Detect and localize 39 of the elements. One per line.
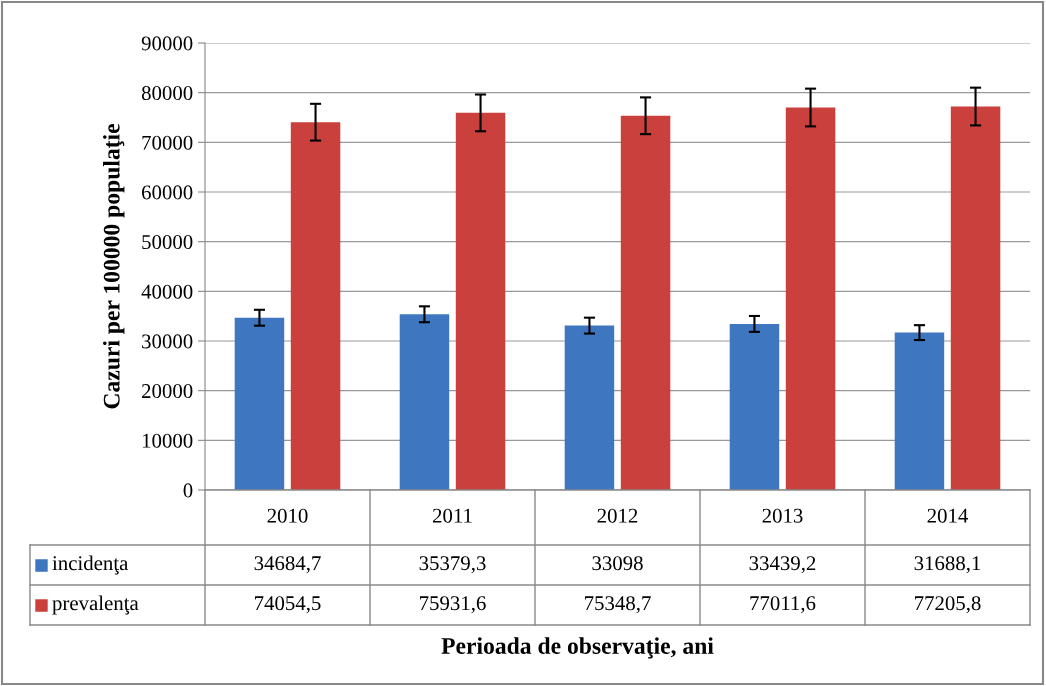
bar bbox=[620, 115, 671, 490]
y-tick-label: 30000 bbox=[142, 334, 193, 349]
bar bbox=[950, 106, 1001, 490]
legend-label: incidenţa bbox=[52, 555, 129, 575]
x-tick-label: 2014 bbox=[927, 508, 969, 523]
data-label: 77011,6 bbox=[750, 596, 816, 614]
y-tick-label: 80000 bbox=[141, 86, 193, 101]
bar bbox=[290, 122, 341, 490]
bar bbox=[894, 332, 945, 490]
bar bbox=[455, 112, 506, 490]
x-tick-label: 2010 bbox=[267, 508, 308, 523]
data-label: 33098 bbox=[592, 556, 643, 571]
x-tick-label: 2012 bbox=[597, 508, 638, 523]
y-tick-label: 40000 bbox=[141, 284, 193, 299]
x-tick-label: 2013 bbox=[762, 508, 803, 523]
y-tick-label: 0 bbox=[183, 483, 193, 498]
bar bbox=[399, 314, 450, 490]
y-tick-label: 70000 bbox=[142, 135, 193, 150]
x-tick-label: 2011 bbox=[432, 508, 472, 523]
y-tick-label: 60000 bbox=[142, 185, 193, 200]
bar bbox=[234, 317, 285, 490]
y-axis-title: Cazuri per 100000 populaţie bbox=[103, 124, 125, 409]
bar bbox=[729, 323, 780, 490]
y-tick-label: 50000 bbox=[142, 235, 193, 250]
x-axis-title: Perioada de observaţie, ani bbox=[441, 637, 714, 659]
y-tick-label: 10000 bbox=[142, 433, 193, 448]
bar bbox=[564, 325, 615, 490]
legend-label: prevalenţa bbox=[52, 595, 139, 615]
data-label: 34684,7 bbox=[254, 556, 321, 574]
data-label: 77205,8 bbox=[915, 596, 981, 614]
data-label: 75348,7 bbox=[585, 596, 651, 614]
y-tick-label: 20000 bbox=[142, 384, 193, 399]
data-label: 35379,3 bbox=[419, 556, 486, 574]
data-label: 74054,5 bbox=[255, 596, 321, 614]
data-label: 31688,1 bbox=[914, 556, 981, 574]
data-label: 75931,6 bbox=[420, 596, 486, 614]
y-tick-label: 90000 bbox=[141, 36, 193, 51]
bar bbox=[785, 107, 836, 490]
data-label: 33439,2 bbox=[749, 556, 816, 574]
